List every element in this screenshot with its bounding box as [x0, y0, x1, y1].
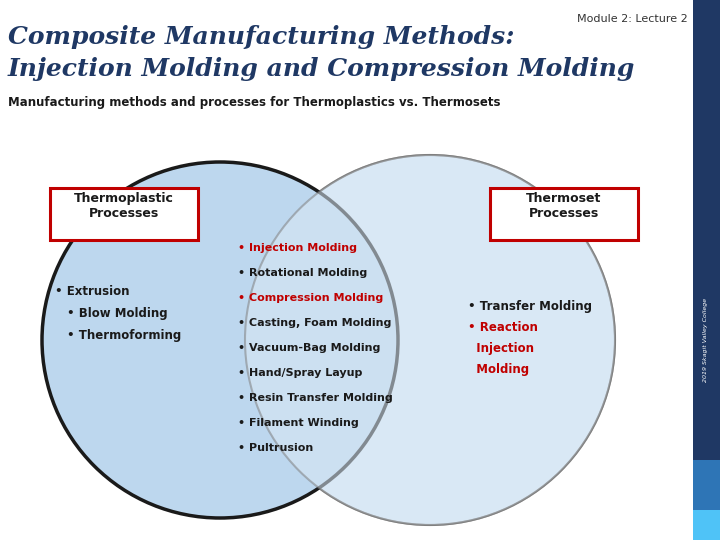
Text: • Rotational Molding: • Rotational Molding	[238, 268, 367, 278]
FancyBboxPatch shape	[50, 188, 198, 240]
Circle shape	[245, 155, 615, 525]
Text: 2019 Skagit Valley College: 2019 Skagit Valley College	[703, 298, 708, 382]
Text: Composite Manufacturing Methods:: Composite Manufacturing Methods:	[8, 25, 515, 49]
Text: • Blow Molding: • Blow Molding	[67, 307, 168, 320]
Text: Molding: Molding	[468, 363, 529, 376]
Text: Injection: Injection	[468, 342, 534, 355]
Text: Manufacturing methods and processes for Thermoplastics vs. Thermosets: Manufacturing methods and processes for …	[8, 96, 500, 109]
Text: • Casting, Foam Molding: • Casting, Foam Molding	[238, 318, 392, 328]
Text: Thermoset
Processes: Thermoset Processes	[526, 192, 602, 220]
Text: • Resin Transfer Molding: • Resin Transfer Molding	[238, 393, 392, 403]
Text: • Reaction: • Reaction	[468, 321, 538, 334]
Bar	[693, 0, 720, 540]
Text: • Extrusion: • Extrusion	[55, 285, 130, 298]
Text: • Pultrusion: • Pultrusion	[238, 443, 313, 453]
Circle shape	[245, 155, 615, 525]
Text: Thermoplastic
Processes: Thermoplastic Processes	[74, 192, 174, 220]
Text: Module 2: Lecture 2: Module 2: Lecture 2	[577, 14, 688, 24]
Circle shape	[42, 162, 398, 518]
Text: • Vacuum-Bag Molding: • Vacuum-Bag Molding	[238, 343, 380, 353]
Text: • Transfer Molding: • Transfer Molding	[468, 300, 592, 313]
Text: • Compression Molding: • Compression Molding	[238, 293, 383, 303]
Text: • Thermoforming: • Thermoforming	[67, 329, 181, 342]
Bar	[693, 510, 720, 540]
Text: • Injection Molding: • Injection Molding	[238, 243, 357, 253]
Text: • Filament Winding: • Filament Winding	[238, 418, 359, 428]
FancyBboxPatch shape	[490, 188, 638, 240]
Bar	[693, 460, 720, 510]
Text: Injection Molding and Compression Molding: Injection Molding and Compression Moldin…	[8, 57, 635, 81]
Text: • Hand/Spray Layup: • Hand/Spray Layup	[238, 368, 362, 378]
